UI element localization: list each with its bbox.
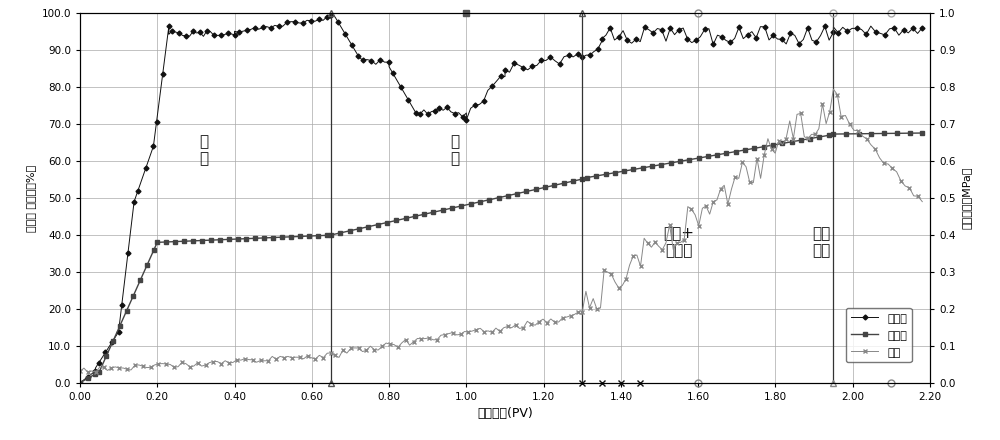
采收率 bbox=[358, 225, 370, 231]
采收率 bbox=[209, 237, 221, 242]
采收率 bbox=[74, 380, 86, 385]
Y-axis label: 含水率 采收率（%）: 含水率 采收率（%） bbox=[26, 165, 36, 231]
Line: 采收率: 采收率 bbox=[78, 131, 924, 385]
含水率 bbox=[916, 25, 928, 30]
X-axis label: 注入体积(PV): 注入体积(PV) bbox=[477, 407, 533, 420]
压力 bbox=[360, 348, 372, 353]
Text: 后续
水驱: 后续 水驱 bbox=[813, 226, 831, 259]
采收率 bbox=[178, 238, 190, 244]
含水率 bbox=[74, 380, 86, 385]
压力 bbox=[188, 363, 200, 369]
压力 bbox=[835, 114, 847, 119]
含水率 bbox=[626, 40, 638, 46]
Text: 聚
驱: 聚 驱 bbox=[450, 134, 459, 166]
含水率 bbox=[215, 33, 227, 38]
压力 bbox=[74, 369, 86, 374]
压力 bbox=[317, 355, 329, 360]
Line: 含水率: 含水率 bbox=[78, 13, 924, 385]
采收率 bbox=[916, 130, 928, 136]
含水率 bbox=[759, 24, 771, 29]
采收率 bbox=[711, 152, 723, 158]
采收率 bbox=[679, 158, 691, 163]
采收率 bbox=[600, 172, 612, 177]
Text: 水
驱: 水 驱 bbox=[199, 134, 208, 166]
压力 bbox=[82, 370, 94, 375]
Line: 压力: 压力 bbox=[78, 88, 924, 374]
压力 bbox=[384, 341, 396, 347]
Text: 凝胶+
聚合物: 凝胶+ 聚合物 bbox=[663, 226, 694, 259]
含水率 bbox=[720, 38, 732, 43]
压力 bbox=[827, 87, 839, 92]
含水率 bbox=[729, 36, 741, 41]
压力 bbox=[916, 199, 928, 204]
压力 bbox=[113, 366, 125, 371]
Legend: 含水率, 采收率, 压力: 含水率, 采收率, 压力 bbox=[846, 308, 912, 363]
含水率 bbox=[325, 12, 337, 18]
含水率 bbox=[273, 24, 285, 29]
Y-axis label: 注入压力（MPa）: 注入压力（MPa） bbox=[961, 167, 971, 229]
